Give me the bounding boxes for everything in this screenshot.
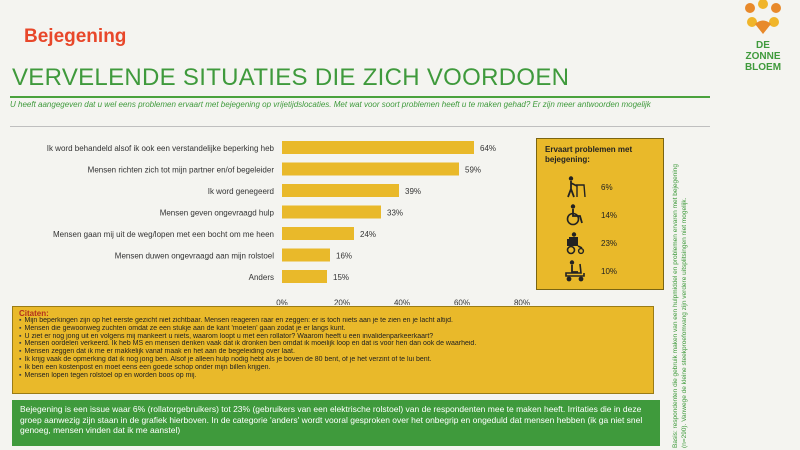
bar-value-label: 16% — [336, 252, 352, 261]
bar-category-label: Ik word genegeerd — [208, 187, 274, 196]
quotes-heading: Citaten: — [19, 309, 49, 318]
experience-row-mobility-scooter: 10% — [563, 259, 653, 283]
bar — [282, 248, 330, 262]
experience-value-electric-wheelchair: 23% — [601, 239, 618, 248]
x-axis-tick-label: 40% — [394, 299, 410, 306]
bar — [282, 205, 381, 219]
x-axis-tick-label: 20% — [334, 299, 350, 306]
bar-value-label: 15% — [333, 273, 349, 282]
x-axis-tick-label: 80% — [514, 299, 530, 306]
bar-value-label: 59% — [465, 166, 481, 175]
electric-wheelchair-icon — [566, 232, 585, 255]
zonnebloem-logo: DE ZONNE BLOEM — [728, 0, 798, 90]
bar-value-label: 24% — [360, 230, 376, 239]
bar — [282, 141, 474, 154]
bar — [282, 184, 399, 197]
walker-icon — [567, 176, 586, 198]
experience-value-mobility-scooter: 10% — [601, 267, 618, 276]
bar-value-label: 39% — [405, 187, 421, 196]
experience-row-electric-wheelchair: 23% — [563, 231, 653, 255]
bar-chart-frame: Ik word behandeld alsof ik ook een verst… — [10, 126, 710, 305]
experience-row-walker: 6% — [563, 175, 653, 199]
experience-box-title: Ervaart problemen met bejegening: — [545, 145, 633, 164]
wheelchair-icon — [566, 204, 583, 226]
quote-item: Ik ben een kostenpost en moet eens een g… — [19, 364, 651, 372]
bar-value-label: 33% — [387, 209, 403, 218]
bar — [282, 162, 459, 176]
quote-item: Mensen die gewoonweg zuchten omdat ze ee… — [19, 325, 651, 333]
experience-row-wheelchair: 14% — [563, 203, 653, 227]
quote-item: U ziet er nog jong uit en volgens mij ma… — [19, 333, 651, 341]
x-axis-tick-label: 0% — [276, 299, 288, 306]
quote-item: Mijn beperkingen zijn op het eerste gezi… — [19, 317, 651, 325]
logo-line-3: BLOEM — [744, 62, 782, 73]
conclusion-box: Bejegening is een issue waar 6% (rollato… — [12, 400, 660, 446]
logo-line-2: ZONNE — [745, 51, 781, 62]
bar-category-label: Mensen geven ongevraagd hulp — [160, 209, 275, 218]
mobility-scooter-icon — [565, 260, 585, 282]
page-title: VERVELENDE SITUATIES DIE ZICH VOORDOEN — [12, 64, 570, 91]
bar-category-label: Ik word behandeld alsof ik ook een verst… — [47, 144, 275, 153]
quote-item: Mensen zeggen dat ik me er makkelijk van… — [19, 348, 651, 356]
bar-value-label: 64% — [480, 144, 496, 153]
bar-category-label: Mensen gaan mij uit de weg/lopen met een… — [53, 230, 274, 239]
quotes-box: Citaten: Mijn beperkingen zijn op het ee… — [12, 306, 654, 394]
section-title: Bejegening — [24, 26, 127, 47]
quotes-list: Mijn beperkingen zijn op het eerste gezi… — [13, 317, 651, 379]
bar — [282, 270, 327, 283]
heart-flower-icon — [745, 0, 781, 34]
quote-item: Ik krijg vaak de opmerking dat ik nog jo… — [19, 356, 651, 364]
quote-item: Mensen lopen tegen rolstoel op en worden… — [19, 372, 651, 380]
survey-question: U heeft aangegeven dat u wel eens proble… — [10, 100, 651, 109]
bar-category-label: Mensen duwen ongevraagd aan mijn rolstoe… — [115, 252, 274, 261]
experience-value-wheelchair: 14% — [601, 211, 618, 220]
logo-line-1: DE — [756, 40, 770, 51]
quote-item: Mensen oordelen verkeerd. Ik heb MS en m… — [19, 340, 651, 348]
x-axis-tick-label: 60% — [454, 299, 470, 306]
title-divider — [10, 96, 710, 98]
experience-value-walker: 6% — [601, 183, 613, 192]
footnote: Basis: respondenten die gebruik maken va… — [672, 163, 688, 448]
bar — [282, 227, 354, 240]
bar-chart: Ik word behandeld alsof ik ook een verst… — [47, 141, 530, 306]
conclusion-text: Bejegening is een issue waar 6% (rollato… — [20, 404, 643, 435]
experience-box: Ervaart problemen met bejegening: 6% 14% — [536, 138, 664, 290]
bar-category-label: Anders — [249, 273, 274, 282]
bar-category-label: Mensen richten zich tot mijn partner en/… — [88, 166, 275, 175]
logo-text: DE ZONNE BLOEM — [728, 40, 798, 73]
